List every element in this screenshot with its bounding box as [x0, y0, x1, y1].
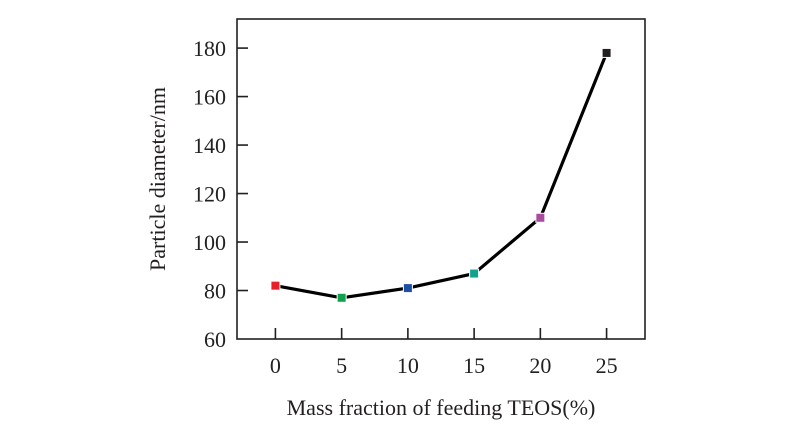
data-point-marker [270, 280, 281, 291]
y-tick-label: 120 [193, 182, 226, 207]
x-tick-label: 20 [529, 353, 551, 378]
series-line-segment [273, 284, 344, 300]
y-tick-label: 180 [193, 36, 226, 61]
y-tick-label: 100 [193, 230, 226, 255]
series-line-segment [538, 51, 609, 220]
x-tick-label: 10 [397, 353, 419, 378]
x-axis-ticks: 0 5 10 15 20 25 [270, 328, 618, 378]
series-line-segment [472, 216, 542, 276]
data-point-marker [469, 268, 480, 279]
x-tick-label: 5 [336, 353, 347, 378]
y-tick-label: 160 [193, 85, 226, 110]
y-axis-title: Particle diameter/nm [145, 87, 170, 271]
data-point-marker [336, 292, 347, 303]
plot-frame [236, 18, 646, 340]
series-line-segment [340, 286, 410, 300]
data-point-marker [601, 47, 612, 58]
x-tick-label: 15 [463, 353, 485, 378]
x-tick-label: 25 [596, 353, 618, 378]
y-tick-label: 60 [204, 327, 226, 352]
data-point-marker [535, 212, 546, 223]
data-point-marker [402, 283, 413, 294]
x-axis-title: Mass fraction of feeding TEOS(%) [287, 395, 596, 420]
y-tick-label: 140 [193, 133, 226, 158]
series-line-segment [406, 271, 476, 290]
y-tick-label: 80 [204, 279, 226, 304]
y-axis-ticks: 60 80 100 120 140 160 180 [193, 36, 248, 352]
series-group [270, 47, 612, 303]
x-tick-label: 0 [270, 353, 281, 378]
